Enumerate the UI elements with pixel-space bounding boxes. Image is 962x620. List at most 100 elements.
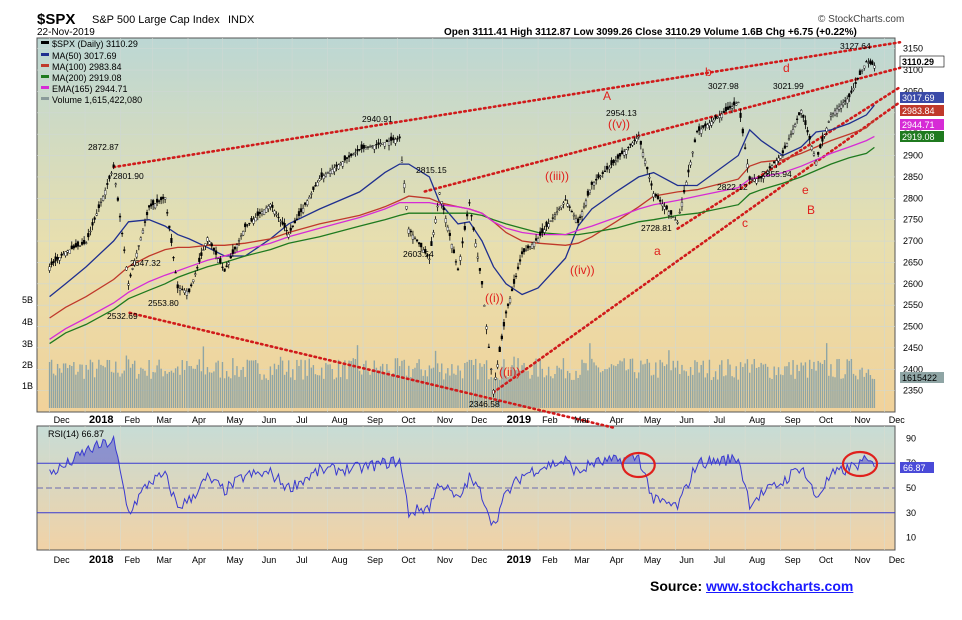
volume-bar (844, 374, 846, 408)
volume-bar (731, 376, 733, 408)
price-bar-body (536, 238, 540, 243)
volume-bar (331, 369, 333, 408)
price-bar-body (91, 222, 94, 226)
volume-bar (623, 358, 625, 408)
volume-bar (177, 366, 179, 408)
price-bar-body (112, 164, 115, 168)
price-bar-body (545, 221, 548, 227)
price-bar-body (588, 189, 591, 193)
price-bar-body (572, 214, 576, 217)
volume-bar (283, 374, 286, 408)
price-bar-body (217, 258, 220, 263)
price-bar-body (708, 122, 711, 126)
price-bar-body (262, 209, 266, 215)
price-bar-body (127, 283, 130, 286)
price-bar-body (861, 70, 864, 72)
volume-bar (265, 378, 267, 408)
price-bar-body (654, 194, 657, 197)
price-bar-body (584, 200, 588, 206)
price-bar-body (438, 192, 441, 195)
price-bar-body (352, 153, 355, 156)
price-annotation: 3127.64 (840, 41, 871, 51)
volume-bar (451, 364, 453, 408)
volume-bar (453, 373, 455, 408)
volume-bar (267, 379, 269, 408)
price-annotation: 3021.99 (773, 81, 804, 91)
volume-bar (619, 360, 621, 408)
volume-bar (769, 377, 771, 408)
volume-bar (242, 366, 244, 408)
price-bar-body (108, 175, 111, 179)
price-bar-body (739, 112, 742, 118)
x-axis-label: Nov (854, 415, 871, 425)
volume-bar (422, 375, 424, 408)
price-bar-body (669, 210, 673, 215)
volume-bar (481, 366, 483, 408)
volume-bar (354, 359, 357, 408)
right-axis-tag-bg (900, 92, 944, 103)
price-bar-body (867, 62, 870, 64)
price-bar-body (793, 124, 797, 127)
legend-swatch (41, 75, 49, 78)
price-bar-body (83, 240, 86, 244)
price-bar-body (312, 186, 315, 190)
volume-bar (670, 370, 672, 408)
x-axis-label-rsi: Aug (749, 555, 765, 565)
volume-bar (735, 366, 737, 408)
price-bar-body (252, 219, 255, 224)
price-bar-body (85, 242, 88, 244)
price-axis-tick: 3150 (903, 44, 923, 54)
volume-axis-label: 5B (22, 295, 33, 305)
price-bar-body (329, 170, 332, 174)
price-bar-body (400, 160, 404, 163)
price-bar-body (541, 228, 544, 233)
volume-bar (412, 369, 414, 408)
volume-bar (160, 368, 162, 408)
price-bar-body (223, 268, 226, 272)
price-bar-body (553, 214, 557, 217)
volume-bar (292, 369, 294, 408)
price-bar-body (405, 206, 408, 210)
price-bar-body (379, 143, 382, 145)
price-bar-body (718, 115, 721, 118)
volume-bar (115, 361, 117, 408)
volume-bar (254, 360, 257, 408)
price-bar-body (275, 214, 278, 216)
price-bar-body (468, 202, 471, 204)
volume-bar (410, 377, 412, 408)
price-bar-body (168, 225, 171, 228)
volume-bar (631, 358, 634, 408)
legend-entry: EMA(165) 2944.71 (52, 84, 128, 94)
price-bar-body (178, 288, 182, 291)
volume-bar (342, 364, 344, 408)
price-bar-body (650, 183, 653, 186)
volume-bar (168, 371, 171, 408)
source-link[interactable]: www.stockcharts.com (706, 578, 854, 594)
price-bar-body (456, 268, 460, 271)
volume-bar (595, 365, 597, 408)
price-bar-body (520, 251, 524, 255)
volume-bar (314, 374, 317, 408)
volume-bar (131, 363, 134, 408)
price-bar-body (99, 201, 103, 204)
price-bar-body (466, 214, 469, 217)
price-bar-body (377, 142, 380, 145)
volume-bar (64, 363, 67, 408)
volume-bar (112, 372, 115, 408)
price-bar-body (206, 237, 209, 242)
volume-bar (744, 363, 746, 408)
price-bar-body (798, 112, 801, 116)
volume-bar (142, 368, 144, 408)
price-bar-body (601, 172, 604, 174)
volume-bar (702, 360, 704, 408)
price-bar-body (316, 182, 319, 187)
price-bar-body (297, 211, 301, 216)
right-axis-tag: 3017.69 (902, 93, 935, 103)
volume-bar (552, 378, 554, 408)
price-annotation: 2855.94 (761, 169, 792, 179)
price-bar-body (308, 196, 311, 200)
volume-bar (764, 363, 767, 408)
legend-swatch (41, 86, 49, 89)
price-bar-body (354, 152, 357, 154)
price-bar-body (865, 61, 868, 63)
